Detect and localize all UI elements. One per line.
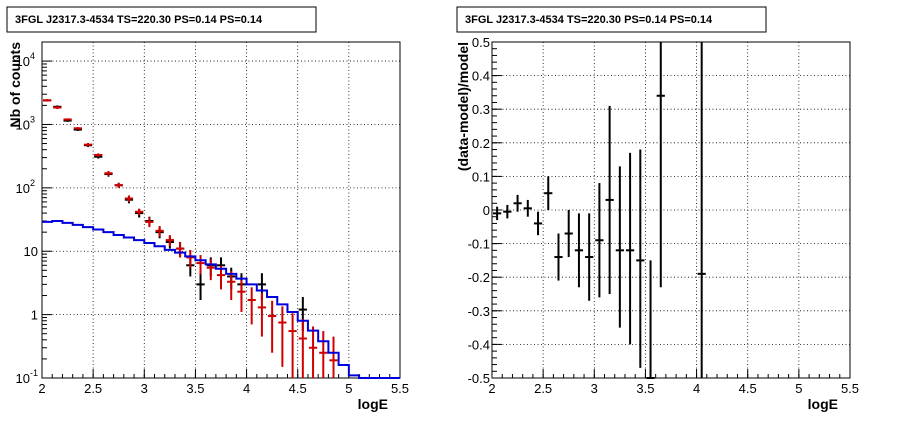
x-tick-label: 3.5 [636,381,654,396]
chart-title: 3FGL J2317.3-4534 TS=220.30 PS=0.14 PS=0… [15,14,263,26]
x-tick-label: 5.5 [841,381,859,396]
x-tick-label: 3 [141,381,148,396]
y-tick-exponent: 2 [30,178,35,188]
x-tick-label: 3.5 [186,381,204,396]
y-tick-label: -0.2 [468,270,490,285]
y-tick-label: 1 [31,308,38,323]
y-tick-label: 0.5 [472,35,490,50]
title-box [6,6,317,33]
residuals-panel: 3FGL J2317.3-4534 TS=220.30 PS=0.14 PS=0… [455,6,859,412]
x-tick-label: 5.5 [391,381,409,396]
y-tick-label: -0.1 [468,237,490,252]
x-tick-label: 4.5 [739,381,757,396]
x-tick-label: 2.5 [84,381,102,396]
x-tick-label: 4.5 [289,381,307,396]
y-tick-label: 10 [16,54,30,69]
y-tick-label: 0.3 [472,102,490,117]
y-tick-label: -0.3 [468,304,490,319]
y-tick-label: 0.1 [472,169,490,184]
y-tick-label: 10 [24,244,38,259]
x-tick-label: 2 [488,381,495,396]
x-tick-label: 5 [795,381,802,396]
x-tick-label: 5 [345,381,352,396]
y-tick-label: 10 [16,117,30,132]
title-box [456,6,767,33]
y-axis-label: Nb of counts [7,42,23,128]
chart-title: 3FGL J2317.3-4534 TS=220.30 PS=0.14 PS=0… [465,14,713,26]
y-tick-label: -0.4 [468,337,490,352]
x-axis-label: logE [808,396,838,412]
counts-panel: 3FGL J2317.3-4534 TS=220.30 PS=0.14 PS=0… [6,6,409,412]
x-tick-label: 4 [243,381,250,396]
x-axis-label: logE [358,396,388,412]
x-tick-label: 2.5 [534,381,552,396]
y-axis-label: (data-model)/model [455,42,471,171]
plot-frame [491,41,851,379]
x-tick-label: 3 [591,381,598,396]
y-tick-exponent: 4 [30,51,35,61]
y-tick-label: 0.2 [472,136,490,151]
y-tick-label: 10 [16,181,30,196]
plot-frame [41,41,401,379]
x-tick-label: 2 [38,381,45,396]
y-tick-exponent: 3 [30,114,35,124]
y-tick-label: 0.4 [472,69,490,84]
y-tick-label: 10 [16,371,30,386]
y-tick-label: -0.5 [468,371,490,386]
y-tick-label: 0 [483,203,490,218]
y-tick-exponent: -1 [30,368,38,378]
model-step-line [42,219,400,379]
x-tick-label: 4 [693,381,700,396]
